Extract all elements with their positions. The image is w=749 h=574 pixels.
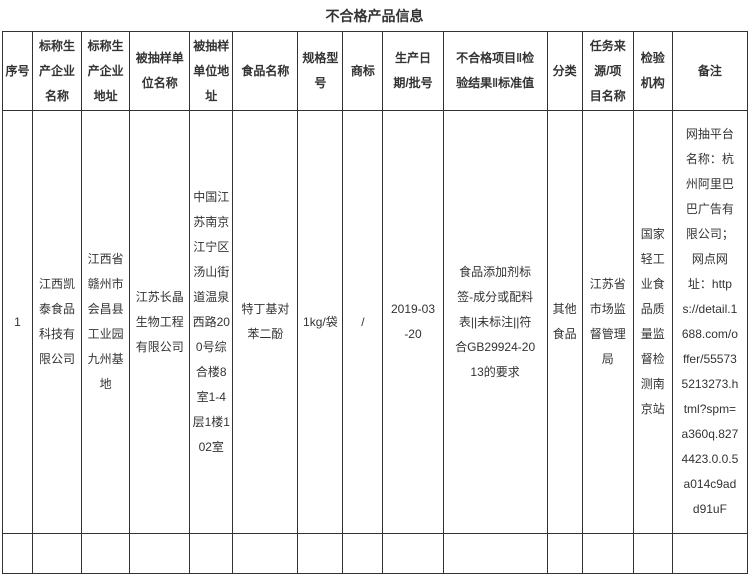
cell-sampled-unit-name: 江苏长晶生物工程有限公司 <box>129 110 191 534</box>
header-cell-index: 序号 <box>1 31 34 111</box>
cell-index: 1 <box>1 110 34 534</box>
header-cell-manufacturer-address: 标称生产企业地址 <box>81 31 131 111</box>
cell-nonconforming-item: 食品添加剂标签-成分或配料表||未标注||符合GB29924-2013的要求 <box>442 110 548 534</box>
page-title: 不合格产品信息 <box>325 8 424 24</box>
header-cell-food-name: 食品名称 <box>232 31 299 111</box>
header-cell-task-source: 任务来源/项目名称 <box>581 31 634 111</box>
table-row: 1 江西凯泰食品科技有限公司 江西省赣州市会昌县工业园九州基地 江苏长晶生物工程… <box>1 110 749 534</box>
header-cell-inspection-agency: 检验机构 <box>632 31 673 111</box>
cell-production-date: 2019-03-20 <box>382 110 444 534</box>
cell-trademark: / <box>342 110 384 534</box>
header-cell-remarks: 备注 <box>671 31 749 111</box>
header-cell-trademark: 商标 <box>342 31 384 111</box>
cell-category: 其他食品 <box>546 110 583 534</box>
header-cell-sampled-unit-address: 被抽样单位地址 <box>189 31 234 111</box>
cell-task-source: 江苏省市场监督管理局 <box>581 110 634 534</box>
header-cell-spec-model: 规格型号 <box>297 31 344 111</box>
cell-spec-model: 1kg/袋 <box>297 110 344 534</box>
defective-products-table: 序号 标称生产企业名称 标称生产企业地址 被抽样单位名称 被抽样单位地址 食品名… <box>1 31 749 574</box>
cell-food-name: 特丁基对苯二酚 <box>232 110 299 534</box>
cell-remarks: 网抽平台名称：杭州阿里巴巴广告有限公司；网点网址：https://detail.… <box>671 110 749 534</box>
cell-sampled-unit-address: 中国江苏南京江宁区汤山街道温泉西路200号综合楼8室1-4层1楼102室 <box>189 110 234 534</box>
header-cell-category: 分类 <box>546 31 583 111</box>
header-row: 序号 标称生产企业名称 标称生产企业地址 被抽样单位名称 被抽样单位地址 食品名… <box>1 31 749 111</box>
header-cell-sampled-unit-name: 被抽样单位名称 <box>129 31 191 111</box>
cell-manufacturer-address: 江西省赣州市会昌县工业园九州基地 <box>81 110 131 534</box>
header-cell-nonconforming-item: 不合格项目‖检验结果‖标准值 <box>442 31 548 111</box>
header-cell-production-date: 生产日期/批号 <box>382 31 444 111</box>
header-cell-manufacturer-name: 标称生产企业名称 <box>32 31 83 111</box>
cell-manufacturer-name: 江西凯泰食品科技有限公司 <box>32 110 83 534</box>
cell-inspection-agency: 国家轻工业食品质量监督检测南京站 <box>632 110 673 534</box>
